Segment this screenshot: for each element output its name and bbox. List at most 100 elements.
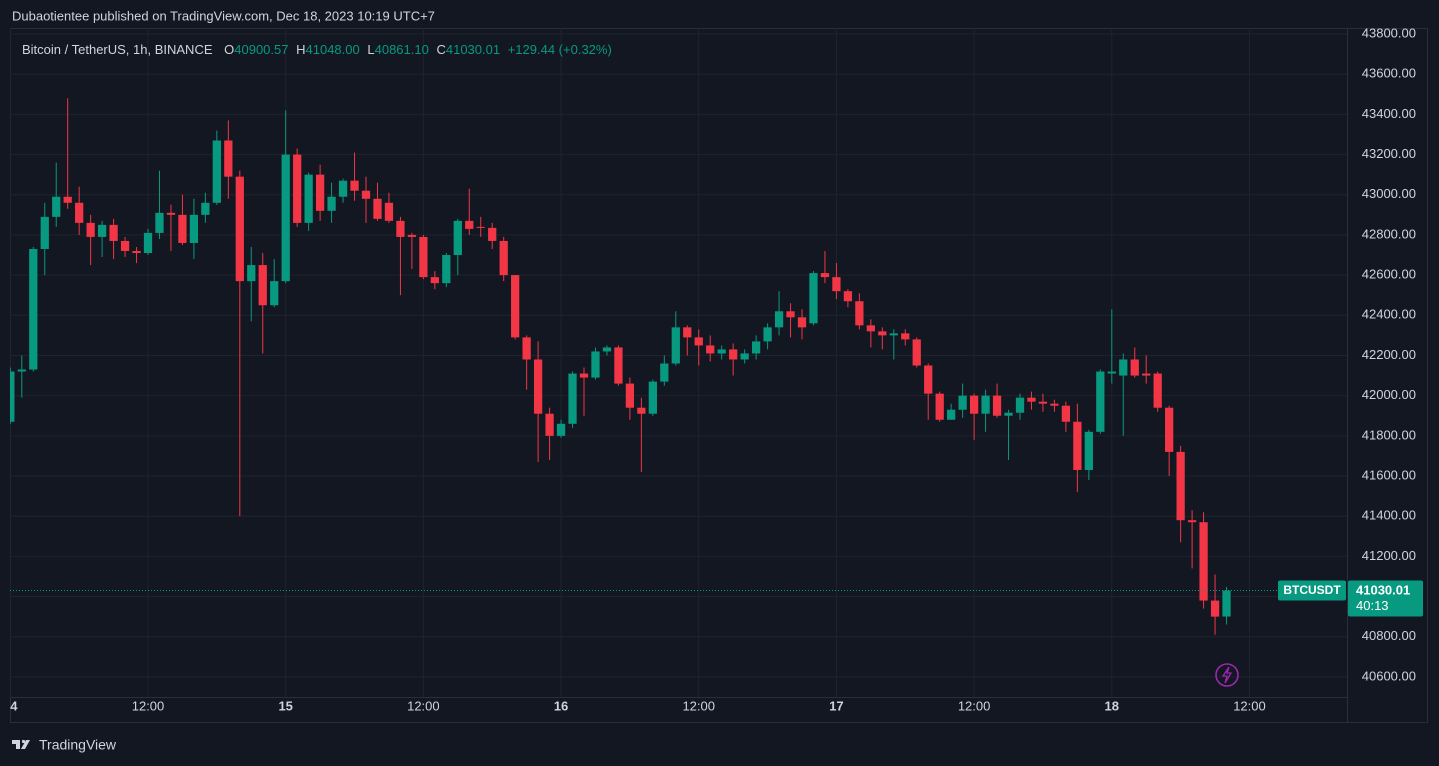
brand-logo-dot (21, 739, 26, 744)
candle-body (591, 351, 600, 378)
candle-body (281, 154, 290, 282)
alert-circle (1215, 663, 1239, 687)
candle-body (430, 277, 439, 284)
candle-body (143, 232, 153, 254)
candle-body (556, 423, 566, 436)
candle-body (958, 395, 967, 410)
y-tick-label: 43000.00 (1362, 186, 1416, 201)
candle-body (1061, 405, 1071, 422)
last-price-box (1348, 580, 1423, 617)
candle-body (602, 347, 612, 352)
legend-letter: O (224, 42, 234, 57)
y-tick-label: 41200.00 (1362, 548, 1416, 563)
candle-body (338, 180, 348, 197)
legend-value: 41048.00 (306, 42, 360, 57)
candle-body (155, 212, 164, 233)
candle-body (384, 202, 394, 221)
candle-body (797, 317, 807, 328)
candle-body (511, 275, 520, 338)
candle-body (924, 365, 933, 394)
candle-body (132, 251, 141, 254)
x-tick-label: 12:00 (132, 698, 165, 713)
candle-body (465, 220, 474, 229)
candle-body (1050, 403, 1059, 406)
candle-body (947, 409, 956, 420)
candle-body (476, 226, 485, 228)
candle-body (614, 347, 623, 384)
legend-letter: L (367, 42, 374, 57)
candle-body (258, 265, 267, 306)
candle-body (625, 383, 635, 408)
candle-body (1015, 397, 1025, 413)
candle-body (178, 214, 187, 243)
candle-body (52, 196, 61, 217)
candle-body (166, 212, 176, 215)
candle-body (992, 395, 1002, 416)
candle-body (1073, 421, 1082, 470)
candle-body (293, 154, 302, 223)
y-tick-label: 41400.00 (1362, 508, 1416, 523)
candle-body (97, 224, 107, 237)
candle-body (109, 224, 118, 241)
candle-body (855, 301, 864, 326)
legend-change: +129.44 (+0.32%) (508, 42, 612, 57)
countdown: 40:13 (1356, 598, 1389, 613)
candle-body (453, 220, 462, 256)
legend-letter: H (296, 42, 305, 57)
candle-body (683, 327, 692, 338)
candle-body (224, 140, 233, 177)
candle-body (1027, 397, 1036, 402)
ticker-tag: BTCUSDT (1283, 583, 1341, 597)
candle-body (1165, 407, 1174, 452)
candle-body (396, 220, 405, 237)
candle-body (1222, 590, 1231, 617)
alert-icon[interactable] (1215, 663, 1239, 687)
y-tick-label: 41800.00 (1362, 427, 1416, 442)
x-tick-label: 12:00 (1233, 698, 1266, 713)
candle-body (694, 337, 703, 346)
candle-body (327, 196, 336, 211)
candle-body (1038, 401, 1048, 404)
candle-body (1153, 373, 1162, 408)
candle-body (809, 273, 818, 324)
candle-body (568, 373, 577, 424)
x-tick-label: 15 (278, 698, 292, 713)
ticker-tag-box (1278, 580, 1346, 601)
alert-bolt (1221, 666, 1233, 684)
candle-body (935, 393, 944, 420)
candle-body (981, 395, 990, 414)
candle-body (373, 198, 382, 219)
candle-body (40, 216, 49, 249)
candle-body (407, 234, 417, 237)
candle-body (201, 202, 210, 215)
candle-body (671, 327, 680, 364)
y-tick-label: 42200.00 (1362, 347, 1416, 362)
y-tick-label: 42400.00 (1362, 307, 1416, 322)
brand: TradingView (12, 737, 117, 753)
x-tick-label: 16 (554, 698, 568, 713)
candle-body (706, 345, 715, 354)
candle-body (648, 381, 657, 414)
candle-body (533, 359, 543, 414)
candle-body (419, 236, 428, 278)
candle-body (786, 311, 795, 318)
legend-value: 40900.57 (234, 42, 288, 57)
candle-body (10, 371, 15, 422)
candle-body (751, 341, 761, 354)
candle-body (17, 369, 26, 372)
publish-info: Dubaotientee published on TradingView.co… (12, 8, 435, 23)
candle-body (843, 291, 853, 302)
candle-body (350, 180, 359, 191)
candle-body (1130, 359, 1139, 376)
candle-body (763, 327, 772, 342)
time-axis: 14 12:00 15 12:00 16 12:00 17 12:00 18 12:00 (10, 698, 1266, 713)
y-tick-label: 40800.00 (1362, 628, 1416, 643)
grid (9, 28, 1347, 697)
y-tick-label: 43600.00 (1362, 66, 1416, 81)
candle-body (63, 196, 72, 203)
y-tick-label: 40600.00 (1362, 668, 1416, 683)
candle-body (969, 395, 979, 414)
candle-body (901, 333, 910, 340)
